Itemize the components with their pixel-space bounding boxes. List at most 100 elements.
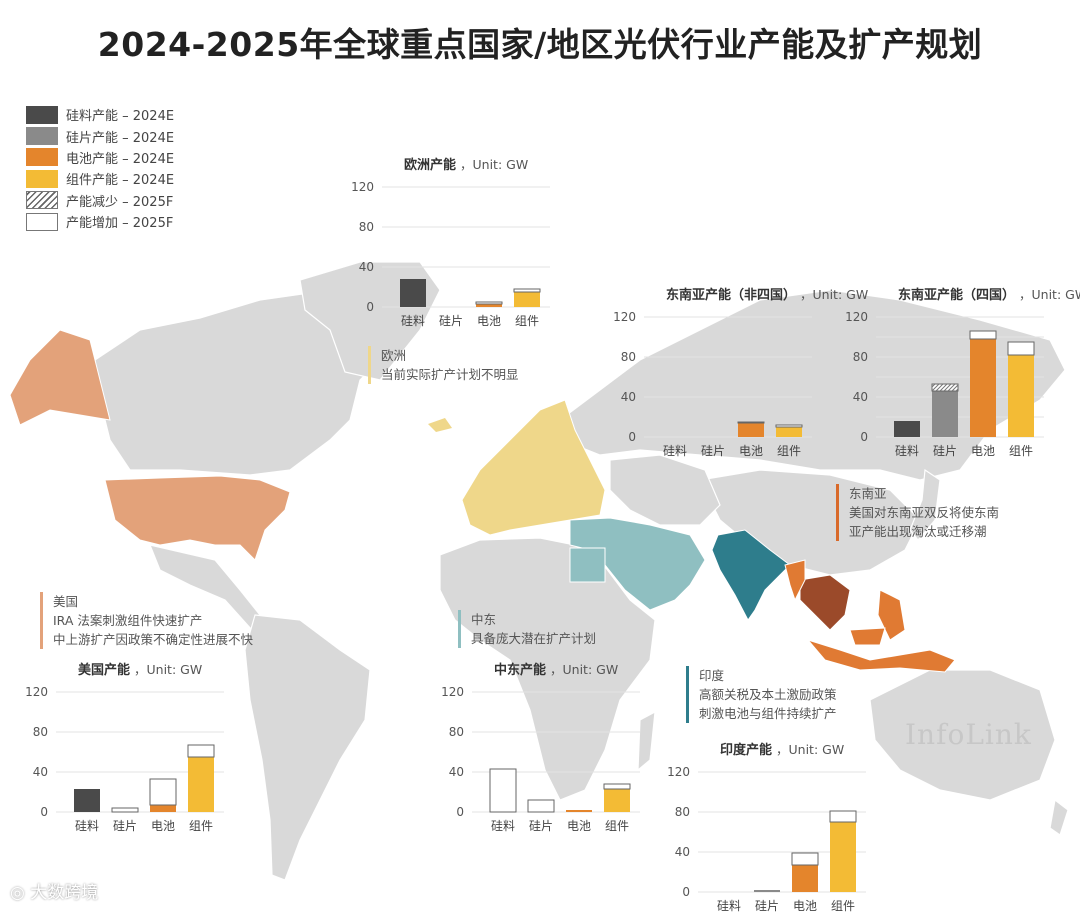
map-sea-other [784, 559, 806, 602]
chart-unit: ，Unit: GW [550, 662, 618, 677]
bar-2025-increase [489, 768, 517, 813]
hatch-line [1036, 342, 1049, 355]
x-tick-label: 组件 [189, 819, 213, 833]
hatch-line [960, 384, 967, 391]
chart-svg: 东南亚产能（非四国） ，Unit: GW 0 40 80 120 硅料 硅片 电池 组件 [613, 287, 868, 458]
y-tick-label: 80 [449, 725, 464, 739]
bar-2024 [894, 421, 920, 437]
map-indonesia [806, 639, 956, 673]
map-egypt [569, 547, 606, 583]
note-india-line: 高额关税及本土激励政策 [699, 687, 837, 702]
note-usa: 美国 IRA 法案刺激组件快速扩产 中上游扩产因政策不确定性进展不快 [40, 592, 253, 649]
hatch-line [943, 384, 952, 391]
y-tick-label: 80 [853, 350, 868, 364]
note-usa-line: IRA 法案刺激组件快速扩产 [53, 613, 203, 628]
note-middle-east: 中东 具备庞大潜在扩产计划 [458, 610, 596, 648]
hatch-line [958, 331, 966, 339]
map-india [711, 529, 791, 621]
note-middle-east-title: 中东 [471, 612, 497, 627]
bar-2024 [830, 822, 856, 892]
bar-2024 [188, 757, 214, 812]
hatch-line [916, 384, 923, 391]
bar-2025-increase [603, 783, 631, 790]
x-tick-label: 电池 [567, 819, 591, 833]
note-india: 印度 高额关税及本土激励政策 刺激电池与组件持续扩产 [686, 666, 837, 723]
legend-swatch [26, 127, 58, 146]
chart-title: 东南亚产能（四国） [898, 287, 1015, 303]
legend-label: 产能增加 – 2025F [66, 216, 174, 232]
source-watermark: ◎ 大数跨境 [10, 878, 98, 903]
chart-svg: 中东产能 ，Unit: GW 0 40 80 120 硅料 硅片 电池 组件 [441, 662, 640, 833]
source-watermark-text: 大数跨境 [30, 883, 99, 903]
page-title: 2024-2025年全球重点国家/地区光伏行业产能及扩产规划 [97, 25, 983, 64]
legend-item: 产能减少 – 2025F [26, 190, 174, 211]
hatch-line [964, 384, 971, 391]
note-europe-line: 当前实际扩产计划不明显 [381, 367, 519, 382]
x-tick-label: 电池 [971, 444, 995, 458]
bar-2025-increase [187, 744, 215, 758]
y-tick-label: 120 [613, 310, 636, 324]
chart-middle-east: 中东产能 ，Unit: GW 0 40 80 120 硅料 硅片 电池 组件 [441, 660, 646, 844]
legend-swatch [26, 191, 58, 210]
map-madagascar [637, 710, 656, 772]
x-tick-label: 组件 [777, 444, 801, 458]
map-alaska [9, 329, 111, 426]
x-tick-label: 组件 [515, 314, 539, 328]
hatch-line [935, 384, 944, 391]
chart-unit: ，Unit: GW [134, 662, 202, 677]
y-tick-label: 120 [441, 685, 464, 699]
note-sea-line: 亚产能出现淘汰或迁移潮 [849, 524, 987, 539]
legend-item: 电池产能 – 2024E [26, 147, 174, 168]
map-europe [461, 399, 606, 536]
x-tick-label: 电池 [739, 444, 763, 458]
x-tick-label: 组件 [1009, 444, 1033, 458]
legend-label: 组件产能 – 2024E [66, 173, 175, 189]
chart-europe: 欧洲产能 ，Unit: GW 0 40 80 120 硅料 硅片 电池 组件 [351, 155, 556, 339]
x-tick-label: 硅料 [663, 444, 687, 458]
chart-title: 中东产能 [494, 662, 546, 678]
x-tick-label: 硅料 [895, 444, 919, 458]
y-tick-label: 80 [621, 350, 636, 364]
bar-2024 [970, 331, 996, 437]
infolink-watermark: InfoLink [905, 718, 1032, 751]
chart-title: 美国产能 [78, 662, 130, 678]
legend-item: 组件产能 – 2024E [26, 168, 174, 189]
bar-2024 [776, 427, 802, 437]
chart-unit: ，Unit: GW [1019, 287, 1080, 302]
map-iceland [428, 418, 452, 432]
y-tick-label: 0 [628, 430, 636, 444]
note-europe-title: 欧洲 [381, 348, 407, 363]
chart-title: 印度产能 [720, 742, 772, 758]
y-tick-label: 40 [449, 765, 464, 779]
map-usa [104, 475, 291, 561]
bar-2025-increase [527, 799, 555, 813]
y-tick-label: 0 [682, 885, 690, 899]
bar-2024 [1008, 342, 1034, 437]
y-tick-label: 80 [359, 220, 374, 234]
map-philippines [877, 589, 906, 641]
x-tick-label: 硅料 [75, 819, 99, 833]
bar-2024 [476, 304, 502, 307]
x-tick-label: 电池 [151, 819, 175, 833]
bar-2024 [604, 789, 630, 812]
map-sea-four [799, 574, 851, 631]
legend-item: 产能增加 – 2025F [26, 211, 174, 232]
chart-svg: 欧洲产能 ，Unit: GW 0 40 80 120 硅料 硅片 电池 组件 [351, 157, 550, 328]
note-india-title: 印度 [699, 668, 725, 683]
legend-label: 电池产能 – 2024E [66, 151, 175, 167]
x-tick-label: 硅片 [113, 819, 137, 833]
bar-2024 [792, 865, 818, 892]
note-usa-line: 中上游扩产因政策不确定性进展不快 [53, 632, 254, 647]
y-tick-label: 120 [845, 310, 868, 324]
y-tick-label: 80 [33, 725, 48, 739]
hatch-line [1006, 331, 1014, 339]
y-tick-label: 120 [25, 685, 48, 699]
y-tick-label: 40 [33, 765, 48, 779]
y-tick-label: 0 [860, 430, 868, 444]
legend-swatch [26, 105, 58, 124]
legend-label: 硅片产能 – 2024E [66, 130, 175, 146]
hatch-line [924, 384, 931, 391]
bar-2024 [754, 890, 780, 892]
